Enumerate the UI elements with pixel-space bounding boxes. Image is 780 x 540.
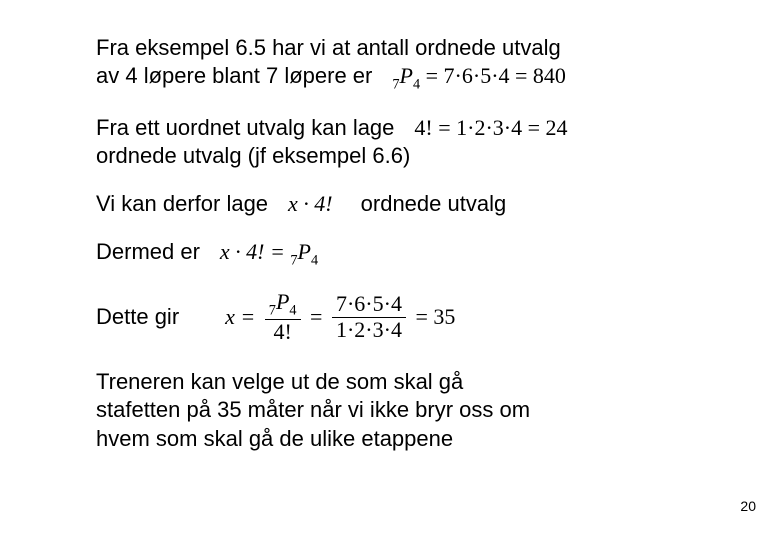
paragraph-1: Fra eksempel 6.5 har vi at antall ordned…	[96, 34, 714, 94]
p2-line2: ordnede utvalg (jf eksempel 6.6)	[96, 142, 714, 170]
p3-text2: ordnede utvalg	[361, 190, 507, 218]
p4-presub: 7	[290, 253, 297, 269]
p6-line1: Treneren kan velge ut de som skal gå	[96, 368, 714, 396]
p3-text1: Vi kan derfor lage	[96, 190, 268, 218]
p5-frac1: 7P4 4!	[265, 290, 301, 344]
p3-f1: x · 4!	[288, 191, 333, 216]
p5-frac2: 7·6·5·4 1·2·3·4	[332, 292, 406, 341]
p5-num1-pre: 7	[269, 302, 276, 318]
slide: Fra eksempel 6.5 har vi at antall ordned…	[0, 0, 780, 540]
p4-text1: Dermed er	[96, 238, 200, 266]
p1-line1: Fra eksempel 6.5 har vi at antall ordned…	[96, 34, 714, 62]
p5-num1-P: P	[276, 289, 289, 314]
p3-line1: Vi kan derfor lage x · 4! ordnede utvalg	[96, 190, 714, 218]
page-number: 20	[740, 498, 756, 514]
p4-sub: 4	[311, 253, 318, 269]
p1-formula: 7P4 = 7·6·5·4 = 840	[392, 62, 566, 94]
paragraph-6: Treneren kan velge ut de som skal gå sta…	[96, 368, 714, 452]
p2-text1: Fra ett uordnet utvalg kan lage	[96, 114, 394, 142]
p5-formula: x = 7P4 4! = 7·6·5·4 1·2·3·4 = 35	[225, 290, 455, 344]
p1-rest: = 7·6·5·4 = 840	[420, 63, 566, 88]
p4-line1: Dermed er x · 4! = 7P4	[96, 238, 714, 270]
paragraph-3: Vi kan derfor lage x · 4! ordnede utvalg	[96, 190, 714, 218]
p5-num1: 7P4	[265, 290, 301, 320]
p3-formula: x · 4!	[288, 190, 333, 218]
p5-eq1: =	[310, 304, 328, 329]
p1-text2a: av 4 løpere blant 7 løpere er	[96, 62, 372, 90]
p5-num2: 7·6·5·4	[332, 292, 406, 317]
p2-line1: Fra ett uordnet utvalg kan lage 4! = 1·2…	[96, 114, 714, 142]
p1-P: P	[400, 63, 413, 88]
p1-presub: 7	[392, 77, 399, 93]
p5-den1: 4!	[265, 320, 301, 344]
p4-P: P	[298, 239, 311, 264]
p5-lhs: x =	[225, 304, 261, 329]
p4-formula: x · 4! = 7P4	[220, 238, 318, 270]
p4-lhs: x · 4! =	[220, 239, 290, 264]
p1-line2: av 4 løpere blant 7 løpere er 7P4 = 7·6·…	[96, 62, 714, 94]
p5-line1: Dette gir x = 7P4 4! = 7·6·5·4 1·2·3·4 =…	[96, 290, 714, 344]
paragraph-2: Fra ett uordnet utvalg kan lage 4! = 1·2…	[96, 114, 714, 170]
p2-formula: 4! = 1·2·3·4 = 24	[414, 114, 567, 142]
p5-num1-sub: 4	[289, 302, 296, 318]
p5-den2: 1·2·3·4	[332, 318, 406, 342]
p6-line2: stafetten på 35 måter når vi ikke bryr o…	[96, 396, 714, 424]
p6-line3: hvem som skal gå de ulike etappene	[96, 425, 714, 453]
p5-text1: Dette gir	[96, 303, 179, 331]
paragraph-4: Dermed er x · 4! = 7P4	[96, 238, 714, 270]
p5-eq2: = 35	[415, 304, 455, 329]
paragraph-5: Dette gir x = 7P4 4! = 7·6·5·4 1·2·3·4 =…	[96, 290, 714, 344]
